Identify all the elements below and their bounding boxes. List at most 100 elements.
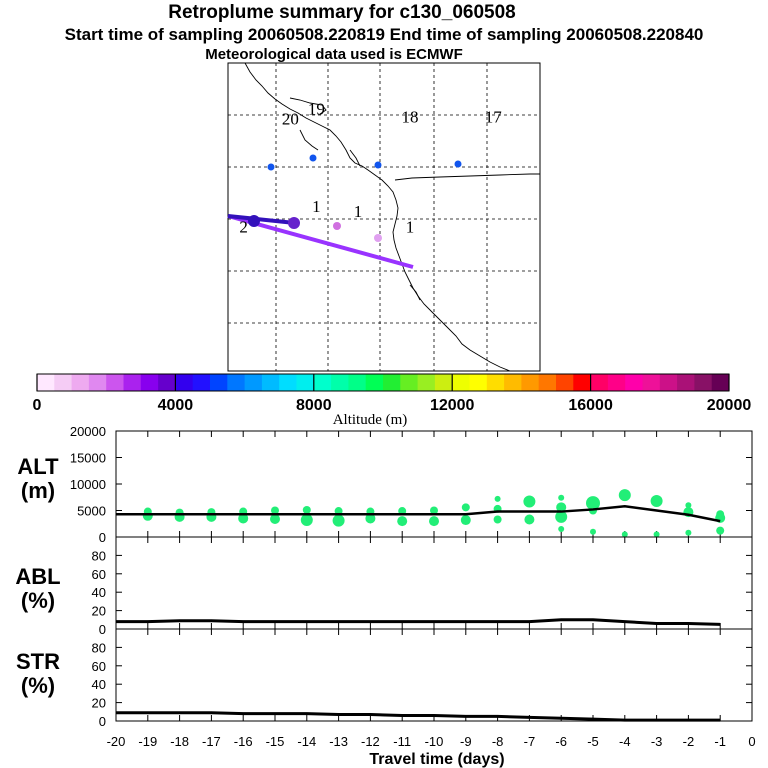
- altitude-point: [716, 526, 725, 535]
- str-line: [116, 711, 721, 722]
- y-tick-label: 20000: [70, 424, 106, 439]
- colorbar-swatch: [192, 374, 211, 391]
- colorbar-swatch: [331, 374, 349, 391]
- colorbar-swatch: [365, 374, 384, 391]
- panel-abl: 0 20 40 60 80: [92, 536, 753, 637]
- colorbar-swatch: [556, 374, 574, 391]
- day-label: 18: [402, 108, 419, 127]
- altitude-median-line: [116, 505, 721, 523]
- y-tick-label: 80: [92, 548, 106, 563]
- colorbar-swatch: [383, 374, 401, 391]
- colorbar-swatch: [469, 374, 488, 391]
- y-tick-label: 20: [92, 696, 106, 711]
- colorbar-tick-label: 12000: [430, 397, 475, 414]
- colorbar-tick-label: 8000: [296, 397, 332, 414]
- altitude-point: [238, 513, 249, 524]
- colorbar-swatch: [573, 374, 592, 391]
- trajectory-marker-day19: [309, 154, 317, 162]
- colorbar-swatch: [54, 374, 73, 391]
- colorbar-swatch: [210, 374, 228, 391]
- y-tick-label: 20: [92, 604, 106, 619]
- colorbar-tick-label: 20000: [707, 397, 752, 414]
- colorbar-label: Altitude (m): [333, 412, 408, 428]
- colorbar-swatch: [694, 374, 713, 391]
- map-frame: [227, 62, 541, 372]
- colorbar-tick-label: 0: [33, 397, 42, 414]
- x-tick-label: -19: [138, 734, 157, 749]
- altitude-point: [365, 513, 376, 524]
- altitude-point: [590, 528, 596, 535]
- x-tick-label: -9: [460, 734, 472, 749]
- y-tick-label: 40: [92, 677, 106, 692]
- altitude-point: [494, 495, 501, 502]
- panel-frame: [115, 536, 753, 630]
- day-label: 19: [308, 99, 325, 118]
- altitude-point: [430, 506, 438, 515]
- y-tick-label: 0: [99, 714, 106, 729]
- colorbar-swatch: [642, 374, 661, 391]
- colorbar-swatch: [313, 374, 332, 391]
- abl-line: [116, 618, 721, 626]
- colorbar-swatch: [504, 374, 522, 391]
- trajectory-marker-day1a: [288, 217, 300, 229]
- y-tick-label: 80: [92, 640, 106, 655]
- day-label: 1: [406, 217, 415, 236]
- altitude-point: [460, 515, 471, 526]
- x-axis-label: Travel time (days): [369, 751, 504, 768]
- colorbar-swatch: [37, 374, 55, 391]
- x-tick-label: 0: [748, 734, 755, 749]
- altitude-point: [270, 513, 280, 524]
- colorbar-tick-label: 4000: [158, 397, 194, 414]
- altitude-point: [302, 505, 311, 514]
- trajectory-marker-day1c: [374, 234, 382, 242]
- altitude-point: [653, 531, 660, 538]
- x-tick-label: -16: [234, 734, 253, 749]
- x-tick-label: -6: [555, 734, 567, 749]
- altitude-point: [716, 510, 725, 519]
- colorbar-swatch: [521, 374, 540, 391]
- y-tick-label: 0: [99, 530, 106, 545]
- colorbar-swatch: [677, 374, 695, 391]
- x-tick-label: -11: [393, 734, 411, 749]
- colorbar-swatch: [158, 374, 176, 391]
- x-tick-label: -13: [329, 734, 348, 749]
- colorbar-swatch: [106, 374, 124, 391]
- altitude-point: [461, 503, 470, 512]
- day-label: 17: [485, 108, 503, 127]
- altitude-point: [558, 494, 565, 501]
- colorbar-swatch: [348, 374, 367, 391]
- alt-ylabel: ALT (m): [17, 454, 59, 503]
- altitude-point: [332, 514, 345, 527]
- altitude-point: [621, 531, 628, 538]
- y-tick-label: 10000: [70, 477, 106, 492]
- y-tick-label: 40: [92, 585, 106, 600]
- day-label: 2: [239, 217, 248, 236]
- altitude-point: [558, 526, 565, 533]
- altitude-point: [685, 502, 692, 509]
- day-labels: 20 19 18 17 2 1 1 1: [239, 99, 502, 236]
- colorbar-swatch: [88, 374, 107, 391]
- x-tick-label: -12: [361, 734, 380, 749]
- colorbar-swatch: [123, 374, 142, 391]
- x-tick-label: -10: [425, 734, 444, 749]
- x-tick-label: -20: [107, 734, 126, 749]
- x-tick-label: -5: [587, 734, 599, 749]
- day-label: 1: [312, 197, 321, 216]
- y-tick-label: 0: [99, 622, 106, 637]
- colorbar-swatch: [175, 374, 194, 391]
- abl-ylabel: ABL (%): [15, 564, 61, 613]
- colorbar-swatch: [261, 374, 280, 391]
- str-ylabel: STR (%): [16, 649, 60, 698]
- x-tick-label: -17: [202, 734, 221, 749]
- time-series-panels: 0 5000 10000 15000 20000 0 20 40 60 80 0 20 40 60 80 -2…: [70, 424, 756, 768]
- x-tick-label: -18: [170, 734, 189, 749]
- colorbar-swatch: [711, 374, 730, 391]
- y-tick-label: 15000: [70, 451, 106, 466]
- colorbar-swatch: [400, 374, 419, 391]
- colorbar-swatch: [538, 374, 557, 391]
- colorbar-swatch: [659, 374, 678, 391]
- colorbar-swatch: [452, 374, 470, 391]
- x-tick-label: -8: [492, 734, 504, 749]
- trajectory-marker-day18: [374, 161, 382, 169]
